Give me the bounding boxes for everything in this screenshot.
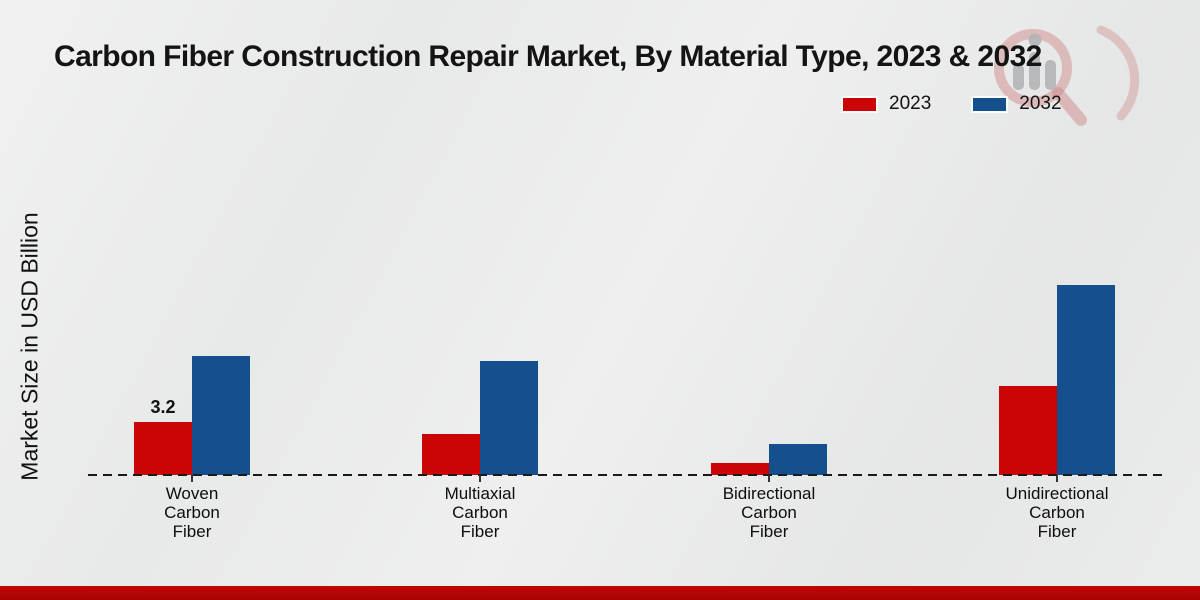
footer-accent-bar [0, 586, 1200, 600]
bar-2032-bidirectional-carbon-fiber [769, 444, 827, 475]
category-label-bidirectional-carbon-fiber: Bidirectional Carbon Fiber [722, 484, 816, 541]
legend-item-2023: 2023 [843, 93, 931, 115]
bar-2032-unidirectional-carbon-fiber [1057, 285, 1115, 475]
logo-bar-icon [1029, 52, 1040, 90]
bar-2023-bidirectional-carbon-fiber [711, 463, 769, 475]
magnifier-handle-icon [1052, 87, 1087, 126]
x-axis-tick [479, 475, 481, 482]
logo-bar-icon [1045, 60, 1056, 90]
magnifier-chart-logo-icon [994, 25, 1140, 126]
logo-swoosh-icon [1096, 25, 1140, 121]
legend-label: 2023 [889, 93, 932, 114]
bar-2023-multiaxial-carbon-fiber [422, 434, 480, 475]
bar-2023-woven-carbon-fiber [134, 422, 192, 475]
legend-swatch-icon [843, 97, 876, 111]
x-axis-tick [191, 475, 193, 482]
legend: 2023 2032 [843, 93, 1062, 115]
category-label-multiaxial-carbon-fiber: Multiaxial Carbon Fiber [444, 484, 516, 541]
x-axis-baseline [88, 474, 1163, 476]
legend-item-2032: 2032 [973, 93, 1062, 115]
category-label-unidirectional-carbon-fiber: Unidirectional Carbon Fiber [1005, 484, 1109, 541]
legend-label: 2032 [1019, 93, 1062, 114]
x-axis-tick [768, 475, 770, 482]
category-label-woven-carbon-fiber: Woven Carbon Fiber [164, 484, 220, 541]
y-axis-label: Market Size in USD Billion [16, 212, 43, 481]
x-axis-tick [1056, 475, 1058, 482]
bar-value-label: 3.2 [150, 397, 176, 417]
bar-2032-multiaxial-carbon-fiber [480, 361, 538, 475]
logo-bar-icon [1013, 64, 1024, 90]
bar-2032-woven-carbon-fiber [192, 356, 250, 475]
legend-swatch-icon [973, 97, 1007, 111]
bar-2023-unidirectional-carbon-fiber [999, 386, 1057, 475]
logo-dot-icon [1028, 33, 1042, 47]
chart-title: Carbon Fiber Construction Repair Market,… [54, 40, 1042, 73]
